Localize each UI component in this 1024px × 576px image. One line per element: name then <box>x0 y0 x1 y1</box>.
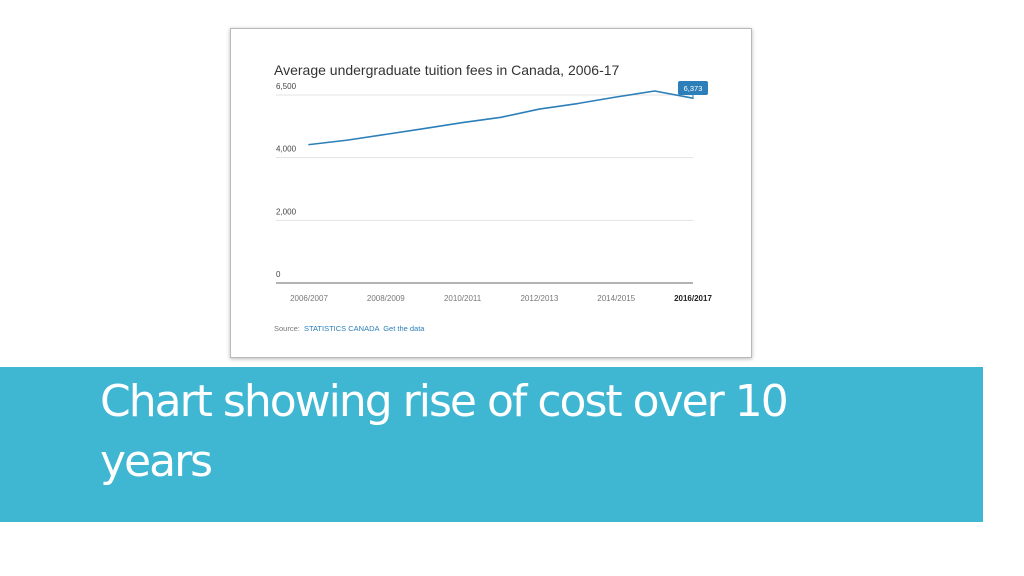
series-layer <box>308 90 694 146</box>
x-tick-label: 2006/2007 <box>290 294 328 303</box>
tuition-line-chart: Average undergraduate tuition fees in Ca… <box>274 62 712 333</box>
slide-caption: Chart showing rise of cost over 10 years <box>100 376 789 487</box>
chart-image: Average undergraduate tuition fees in Ca… <box>230 28 752 358</box>
x-tick-label: 2016/2017 <box>674 294 712 303</box>
x-tick-label: 2008/2009 <box>367 294 405 303</box>
y-tick-label: 2,000 <box>276 207 297 216</box>
y-axis-ticks: 0 2,000 4,000 6,500 <box>276 82 297 279</box>
highlight-label-box <box>678 81 708 95</box>
caption-band <box>0 367 983 522</box>
x-tick-label: 2014/2015 <box>597 294 635 303</box>
value-label-layer: 6,373 <box>678 81 708 99</box>
highlight-label: 6,373 <box>684 84 703 93</box>
x-tick-label: 2010/2011 <box>444 294 482 303</box>
grid-lines <box>276 94 693 284</box>
x-tick-label: 2012/2013 <box>520 294 558 303</box>
source-link[interactable]: STATISTICS CANADA <box>304 324 380 333</box>
y-tick-label: 4,000 <box>276 145 297 154</box>
get-data-link[interactable]: Get the data <box>383 324 425 333</box>
source-prefix: Source: <box>274 324 300 333</box>
source-note: Source: STATISTICS CANADA Get the data <box>274 324 425 333</box>
chart-title: Average undergraduate tuition fees in Ca… <box>274 62 620 78</box>
y-tick-label: 0 <box>276 270 281 279</box>
y-tick-label: 6,500 <box>276 82 297 91</box>
x-axis-ticks: 2006/2007 2008/2009 2010/2011 2012/2013 2014… <box>290 294 712 303</box>
series-line <box>308 90 694 146</box>
